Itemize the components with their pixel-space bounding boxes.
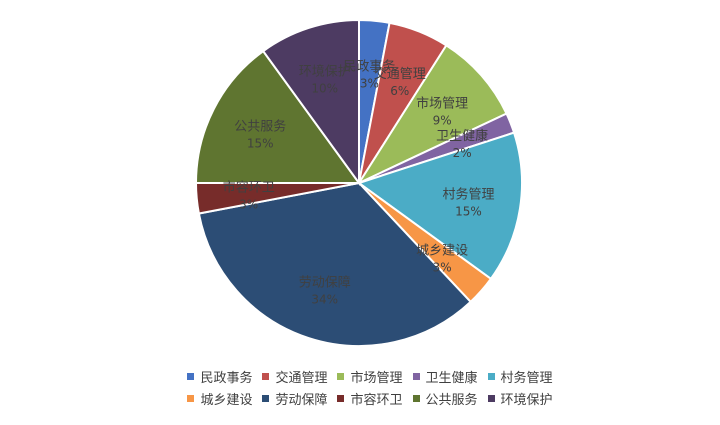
- slice-category-label: 卫生健康: [436, 128, 488, 144]
- pie-slice: [197, 181, 472, 347]
- pie-chart-plot: 民政事务3%交通管理6%市场管理9%卫生健康2%村务管理15%城乡建设3%劳动保…: [194, 18, 523, 347]
- legend-label: 村务管理: [500, 370, 553, 386]
- slice-value-label: 15%: [247, 137, 274, 151]
- slice-category-label: 市场管理: [416, 96, 468, 112]
- legend-label: 民政事务: [200, 370, 253, 386]
- legend-label: 交通管理: [275, 370, 328, 386]
- slice-category-label: 村务管理: [442, 186, 494, 202]
- legend-item: 城乡建设: [187, 389, 252, 408]
- pie-slice: [356, 43, 508, 186]
- slice-category-label: 交通管理: [374, 66, 426, 82]
- slice-category-label: 城乡建设: [416, 243, 468, 258]
- slice-value-label: 9%: [433, 114, 452, 128]
- legend-row-2: 城乡建设 劳动保障 市容环卫 公共服务 环境保护: [150, 387, 590, 409]
- legend-swatch: [487, 372, 495, 380]
- legend-label: 环境保护: [500, 392, 553, 408]
- slice-value-label: 15%: [455, 204, 482, 218]
- slice-value-label: 3%: [433, 260, 452, 274]
- legend-item: 环境保护: [487, 389, 553, 408]
- slice-category-label: 市容环卫: [223, 179, 275, 195]
- chart-legend: 民政事务 交通管理 市场管理 卫生健康 村务管理 城乡建设: [150, 365, 590, 409]
- slice-value-label: 10%: [311, 82, 338, 96]
- legend-item: 村务管理: [487, 367, 553, 386]
- legend-swatch: [187, 394, 195, 402]
- legend-swatch: [262, 394, 270, 402]
- slice-category-label: 环境保护: [299, 65, 351, 80]
- slice-value-label: 3%: [239, 197, 258, 211]
- legend-label: 市容环卫: [350, 392, 403, 408]
- legend-swatch: [412, 394, 420, 402]
- legend-item: 公共服务: [412, 389, 478, 408]
- legend-label: 城乡建设: [200, 392, 253, 408]
- legend-swatch: [337, 372, 345, 380]
- legend-swatch: [187, 372, 195, 380]
- legend-swatch: [487, 394, 495, 402]
- legend-label: 劳动保障: [275, 392, 328, 408]
- legend-label: 卫生健康: [425, 370, 478, 386]
- slice-value-label: 6%: [390, 84, 409, 98]
- pie-slice: [261, 18, 360, 187]
- legend-item: 民政事务: [187, 367, 252, 386]
- slice-category-label: 劳动保障: [299, 274, 351, 290]
- legend-swatch: [412, 372, 420, 380]
- pie-slice: [194, 49, 361, 184]
- legend-item: 劳动保障: [262, 389, 327, 408]
- slice-category-label: 民政事务: [343, 59, 395, 75]
- legend-item: 卫生健康: [412, 367, 478, 386]
- legend-label: 市场管理: [350, 370, 403, 386]
- pie-slice: [356, 131, 523, 281]
- legend-item: 市场管理: [337, 367, 403, 386]
- legend-row-1: 民政事务 交通管理 市场管理 卫生健康 村务管理: [150, 365, 590, 387]
- slice-value-label: 2%: [453, 146, 472, 160]
- legend-item: 市容环卫: [337, 389, 403, 408]
- slice-category-label: 公共服务: [234, 119, 286, 135]
- slice-value-label: 3%: [360, 77, 379, 91]
- legend-label: 公共服务: [425, 392, 478, 408]
- legend-item: 交通管理: [262, 367, 327, 386]
- legend-swatch: [337, 394, 345, 402]
- slice-value-label: 34%: [311, 292, 338, 306]
- legend-swatch: [262, 372, 270, 380]
